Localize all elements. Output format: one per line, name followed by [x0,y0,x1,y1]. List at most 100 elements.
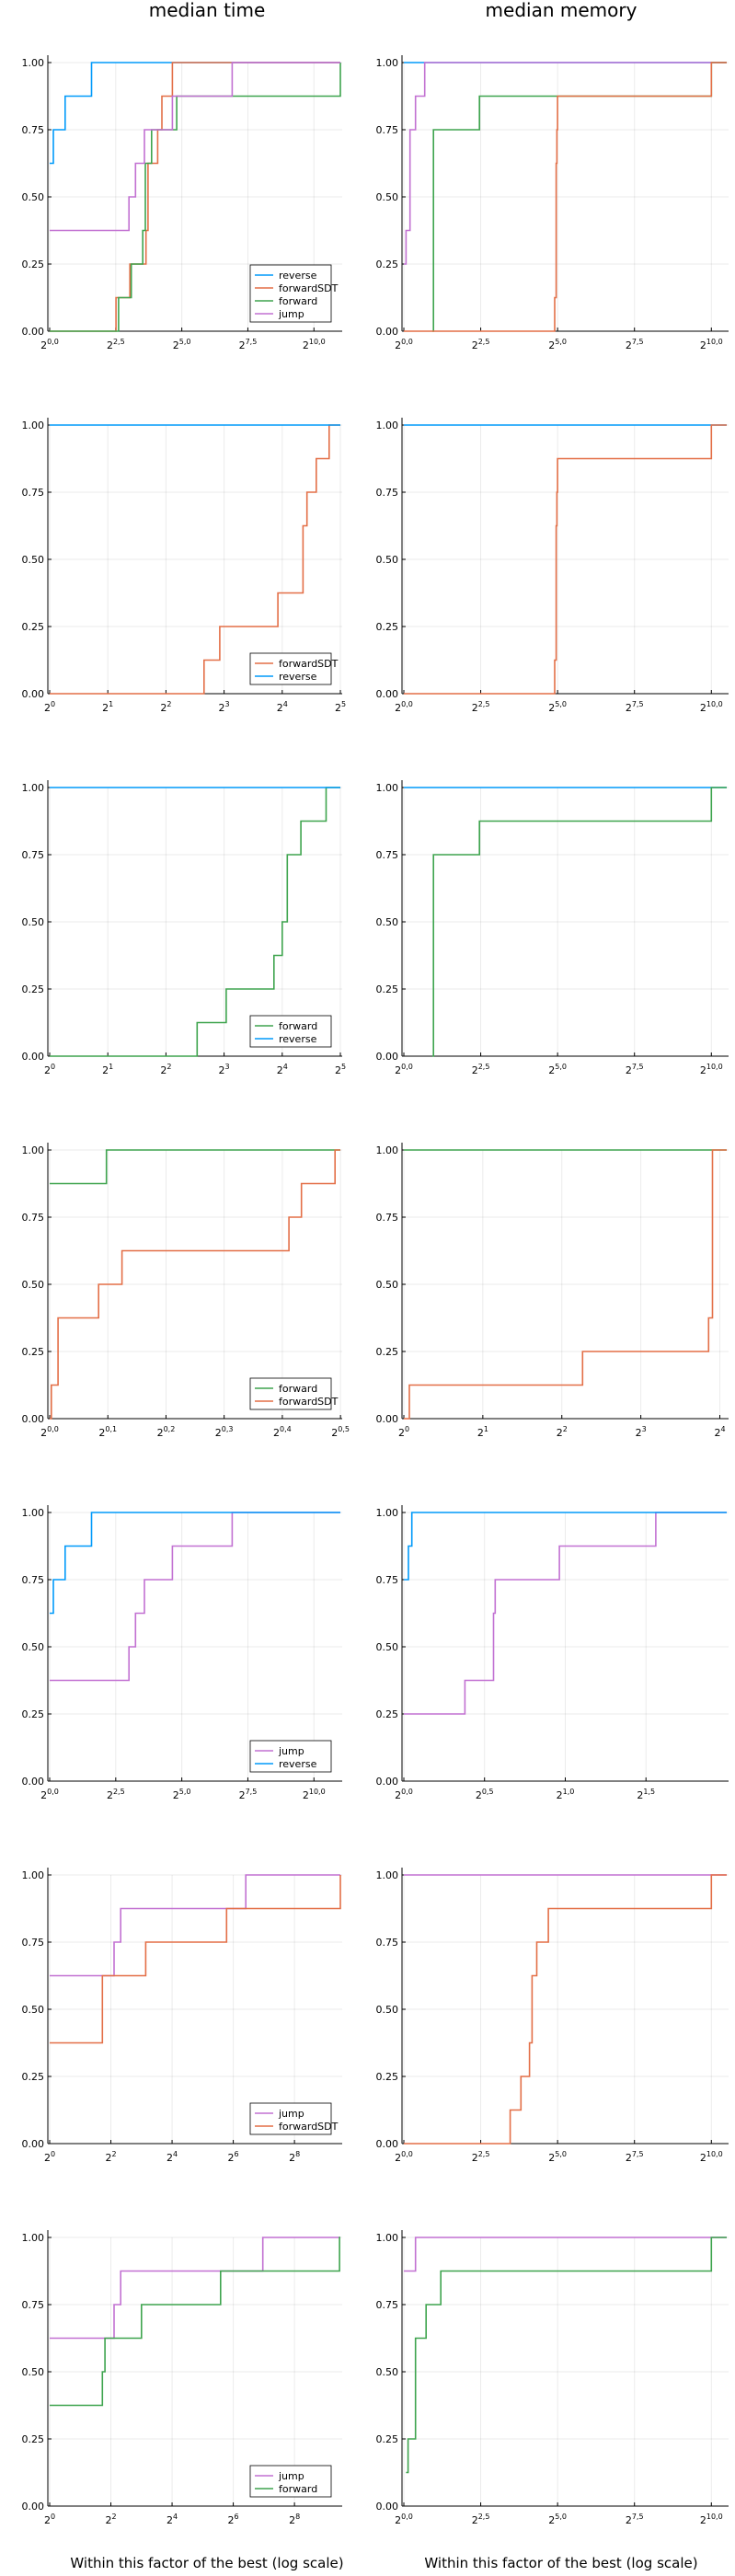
legend-label-forwardSDT: forwardSDT [279,282,339,294]
y-tick-label: 0.50 [376,191,399,203]
y-tick-label: 0.25 [22,621,45,633]
x-axis-label-time: Within this factor of the best (log scal… [70,2555,343,2571]
series-line-jump [50,2237,340,2340]
x-tick-label: 27,5 [626,1063,644,1076]
y-tick-label: 0.50 [376,2004,399,2016]
x-tick-label: 26 [228,2150,239,2164]
x-tick-label: 20,4 [273,1425,292,1439]
y-tick-label: 1.00 [22,1507,45,1519]
y-tick-label: 1.00 [22,1869,45,1881]
series-line-jump [50,1512,340,1682]
x-tick-label: 25,0 [548,338,567,351]
x-tick-label: 25,0 [173,338,191,351]
y-tick-label: 0.50 [22,2004,45,2016]
legend-label-forwardSDT: forwardSDT [279,2121,339,2133]
x-tick-label: 20,0 [395,2150,413,2164]
x-tick-label: 24 [277,700,288,714]
y-tick-label: 1.00 [376,1507,399,1519]
y-tick-label: 0.75 [376,849,399,861]
x-tick-label: 25 [335,1063,346,1076]
y-tick-label: 0.00 [376,1051,399,1063]
x-tick-label: 210,0 [700,2150,723,2164]
x-tick-label: 25,0 [548,2150,567,2164]
series-line-reverse [50,1512,340,1615]
y-tick-label: 0.50 [22,916,45,928]
chart-panel-row5-memory: 0.00 0.25 0.50 0.75 1.00 20,0 20,5 21,0 21,5 [376,1505,729,1801]
x-tick-label: 20,5 [331,1425,350,1439]
x-tick-label: 22 [105,2150,116,2164]
x-tick-label: 25,0 [548,2513,567,2526]
x-tick-label: 22 [160,700,171,714]
y-tick-label: 0.00 [22,2501,45,2513]
x-tick-label: 24 [277,1063,288,1076]
y-tick-label: 0.75 [22,2299,45,2311]
legend-box [249,2102,332,2135]
series-line-jump [50,62,340,232]
x-tick-label: 28 [289,2513,300,2526]
y-tick-label: 0.25 [22,1346,45,1358]
y-tick-label: 0.75 [22,849,45,861]
series-line-jump [404,2237,727,2272]
x-tick-label: 24 [167,2513,178,2526]
legend-box [249,1740,332,1773]
series-line-forwardSDT [404,1149,727,1420]
chart-panel-row7-memory: 0.00 0.25 0.50 0.75 1.00 20,0 22,5 25,0 27,5 210,… [376,2230,729,2526]
panel-grid: 0.00 0.25 0.50 0.75 1.00 20,0 22,5 25,0 27,5 210,… [22,55,729,2526]
series-line-forward [50,2237,340,2407]
x-tick-label: 22,5 [472,2150,490,2164]
chart-panel-row6-time: 0.00 0.25 0.50 0.75 1.00 20 22 24 26 28 jumpforwar… [22,1868,342,2164]
x-axis-label-memory: Within this factor of the best (log scal… [424,2555,697,2571]
y-tick-label: 0.50 [22,1279,45,1291]
x-tick-label: 23 [636,1425,647,1439]
x-tick-label: 20,0 [40,1425,59,1439]
y-tick-label: 0.75 [376,1574,399,1586]
y-tick-label: 0.75 [22,1574,45,1586]
legend-label-jump: jump [278,2108,304,2120]
legend-label-forward: forward [279,1383,317,1395]
chart-panel-row3-memory: 0.00 0.25 0.50 0.75 1.00 20,0 22,5 25,0 27,5 210,… [376,780,729,1076]
y-tick-label: 0.00 [22,1051,45,1063]
chart-panel-row1-memory: 0.00 0.25 0.50 0.75 1.00 20,0 22,5 25,0 27,5 210,… [376,55,729,351]
x-tick-label: 28 [289,2150,300,2164]
x-tick-label: 22 [557,1425,568,1439]
y-tick-label: 0.75 [376,2299,399,2311]
x-tick-label: 25,0 [548,700,567,714]
y-tick-label: 0.00 [22,1413,45,1425]
x-tick-label: 25,0 [173,1788,191,1801]
x-tick-label: 25 [335,700,346,714]
y-tick-label: 0.75 [22,1937,45,1949]
series-line-reverse [404,1512,727,1581]
y-tick-label: 1.00 [376,782,399,794]
y-tick-label: 0.25 [22,1708,45,1720]
y-tick-label: 0.50 [376,2366,399,2378]
y-tick-label: 0.50 [22,2366,45,2378]
y-tick-label: 0.50 [22,554,45,566]
legend-label-reverse: reverse [279,1033,317,1045]
y-tick-label: 0.25 [22,983,45,995]
series-line-jump [404,1512,727,1715]
y-tick-label: 0.50 [376,916,399,928]
x-tick-label: 22 [105,2513,116,2526]
legend-label-forwardSDT: forwardSDT [279,1396,339,1408]
y-tick-label: 0.50 [22,191,45,203]
x-tick-label: 27,5 [626,2513,644,2526]
x-tick-label: 27,5 [626,338,644,351]
x-tick-label: 23 [219,1063,230,1076]
series-line-forwardSDT [404,424,727,695]
x-tick-label: 20 [44,700,55,714]
legend-label-reverse: reverse [279,270,317,282]
y-tick-label: 0.50 [376,554,399,566]
x-tick-label: 20,0 [395,700,413,714]
x-tick-label: 20,5 [476,1788,494,1801]
series-line-forward [50,1149,340,1185]
y-tick-label: 0.75 [376,1212,399,1224]
x-tick-label: 20,1 [98,1425,117,1439]
legend-label-forward: forward [279,295,317,307]
y-tick-label: 0.00 [376,1776,399,1788]
x-tick-label: 24 [167,2150,178,2164]
y-tick-label: 0.75 [22,1212,45,1224]
x-tick-label: 22,5 [472,2513,490,2526]
y-tick-label: 1.00 [376,1869,399,1881]
